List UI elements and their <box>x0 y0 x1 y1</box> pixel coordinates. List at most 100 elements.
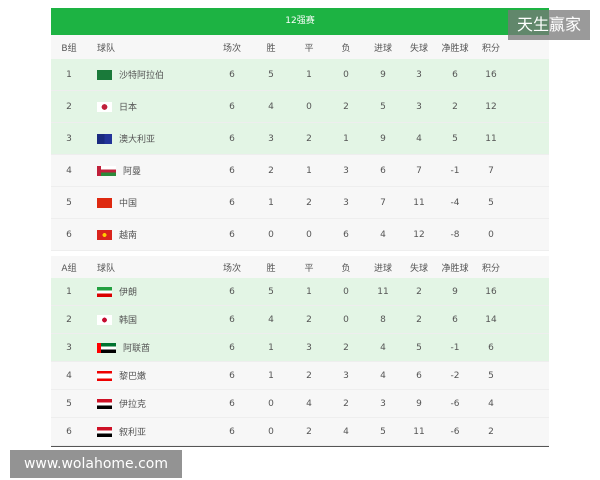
team-cell: 韩国 <box>97 306 137 333</box>
stat-cell: 0 <box>343 314 349 325</box>
oman-flag-icon <box>97 165 116 176</box>
stat-cell: 2 <box>306 197 312 208</box>
team-name[interactable]: 伊拉克 <box>119 400 147 410</box>
team-name[interactable]: 阿联酋 <box>123 344 151 354</box>
stat-cell: 12 <box>413 229 425 240</box>
stat-cell: 2 <box>452 101 458 112</box>
stat-cell: 6 <box>380 165 386 176</box>
rank: 3 <box>66 133 72 144</box>
team-name[interactable]: 黎巴嫩 <box>119 372 147 382</box>
column-header: 净胜球 <box>441 43 469 54</box>
team-name[interactable]: 越南 <box>119 231 138 241</box>
stat-cell: -1 <box>450 342 460 353</box>
stat-cell: -4 <box>450 197 460 208</box>
stat-cell: 3 <box>268 133 274 144</box>
team-cell: 阿曼 <box>97 155 141 186</box>
stat-cell: 2 <box>343 398 349 409</box>
stat-cell: 6 <box>229 101 235 112</box>
stat-cell: 2 <box>306 133 312 144</box>
stat-cell: 1 <box>268 197 274 208</box>
stat-cell: 12 <box>485 101 497 112</box>
stat-cell: 0 <box>268 229 274 240</box>
stat-cell: 5 <box>452 133 458 144</box>
stat-cell: 0 <box>488 229 494 240</box>
group-b-table: B组 球队 场次胜平负进球 失球 净胜球 积分 1 沙特阿拉伯 6 5 1 0 9 3 6 16 2 日本 6 4 0 2… <box>51 35 549 251</box>
stat-cell: 7 <box>416 165 422 176</box>
stat-cell: 4 <box>380 229 386 240</box>
stat-cell: 6 <box>229 133 235 144</box>
stat-cell: 1 <box>306 165 312 176</box>
column-header: 进球 <box>373 263 392 274</box>
table-row[interactable]: 4 阿曼 6 2 1 3 6 7 -1 7 <box>51 155 549 187</box>
stat-cell: 4 <box>268 101 274 112</box>
group-a-table: A组 球队 场次胜平负进球 失球 净胜球 积分 1 伊朗 6 5 1 0 11 2 9 16 2 韩国 6 4 2 0 8 2… <box>51 256 549 447</box>
team-cell: 叙利亚 <box>97 418 146 445</box>
rank: 4 <box>66 165 72 176</box>
column-header: 负 <box>341 43 351 54</box>
column-header: 净胜球 <box>441 263 469 274</box>
stat-cell: 6 <box>452 314 458 325</box>
team-name[interactable]: 沙特阿拉伯 <box>119 71 165 81</box>
team-cell: 伊拉克 <box>97 390 146 417</box>
stat-cell: 2 <box>416 314 422 325</box>
team-cell: 日本 <box>97 91 137 122</box>
column-header: 负 <box>341 263 351 274</box>
australia-flag-icon <box>97 133 112 144</box>
table-row[interactable]: 3 阿联酋 6 1 3 2 4 5 -1 6 <box>51 334 549 362</box>
stat-cell: 11 <box>413 197 425 208</box>
stat-cell: 2 <box>268 165 274 176</box>
team-cell: 澳大利亚 <box>97 123 155 154</box>
stat-cell: 6 <box>229 165 235 176</box>
uae-flag-icon <box>97 342 116 353</box>
stat-cell: 9 <box>452 286 458 297</box>
stat-cell: 3 <box>343 165 349 176</box>
team-name[interactable]: 伊朗 <box>119 288 138 298</box>
saudi-arabia-flag-icon <box>97 69 112 80</box>
stat-cell: 2 <box>488 426 494 437</box>
vietnam-flag-icon <box>97 229 112 240</box>
table-row[interactable]: 1 沙特阿拉伯 6 5 1 0 9 3 6 16 <box>51 59 549 91</box>
stat-cell: 4 <box>488 398 494 409</box>
stat-cell: 8 <box>380 314 386 325</box>
stat-cell: 1 <box>306 286 312 297</box>
stat-cell: 5 <box>268 69 274 80</box>
team-name[interactable]: 叙利亚 <box>119 428 147 438</box>
stat-cell: 1 <box>343 133 349 144</box>
stat-cell: 1 <box>268 370 274 381</box>
stat-cell: 4 <box>416 133 422 144</box>
stat-cell: 2 <box>343 101 349 112</box>
china-flag-icon <box>97 197 112 208</box>
team-name[interactable]: 中国 <box>119 199 138 209</box>
table-row[interactable]: 6 越南 6 0 0 6 4 12 -8 0 <box>51 219 549 251</box>
table-row[interactable]: 4 黎巴嫩 6 1 2 3 4 6 -2 5 <box>51 362 549 390</box>
stat-cell: 11 <box>377 286 389 297</box>
team-name[interactable]: 韩国 <box>119 316 138 326</box>
table-row[interactable]: 3 澳大利亚 6 3 2 1 9 4 5 11 <box>51 123 549 155</box>
stat-cell: 6 <box>229 314 235 325</box>
team-name[interactable]: 阿曼 <box>123 167 142 177</box>
team-name[interactable]: 日本 <box>119 103 138 113</box>
rank: 1 <box>66 286 72 297</box>
stat-cell: -6 <box>450 398 460 409</box>
table-row[interactable]: 2 日本 6 4 0 2 5 3 2 12 <box>51 91 549 123</box>
rank: 3 <box>66 342 72 353</box>
column-header: 胜 <box>266 43 276 54</box>
column-header: 积分 <box>481 43 500 54</box>
stat-cell: 1 <box>268 342 274 353</box>
table-row[interactable]: 5 伊拉克 6 0 4 2 3 9 -6 4 <box>51 390 549 418</box>
team-cell: 中国 <box>97 187 137 218</box>
header-row: A组 球队 场次 胜 平 负 进球 失球 净胜球 积分 <box>51 256 549 278</box>
stat-cell: 5 <box>380 101 386 112</box>
table-row[interactable]: 2 韩国 6 4 2 0 8 2 6 14 <box>51 306 549 334</box>
stat-cell: 1 <box>306 69 312 80</box>
stat-cell: 6 <box>229 197 235 208</box>
column-header: 积分 <box>481 263 500 274</box>
table-row[interactable]: 6 叙利亚 6 0 2 4 5 11 -6 2 <box>51 418 549 446</box>
table-row[interactable]: 5 中国 6 1 2 3 7 11 -4 5 <box>51 187 549 219</box>
table-row[interactable]: 1 伊朗 6 5 1 0 11 2 9 16 <box>51 278 549 306</box>
team-name[interactable]: 澳大利亚 <box>119 135 156 145</box>
stat-cell: 0 <box>306 101 312 112</box>
stat-cell: 5 <box>416 342 422 353</box>
rank: 5 <box>66 197 72 208</box>
watermark-logo: 天生赢家 <box>508 10 590 40</box>
